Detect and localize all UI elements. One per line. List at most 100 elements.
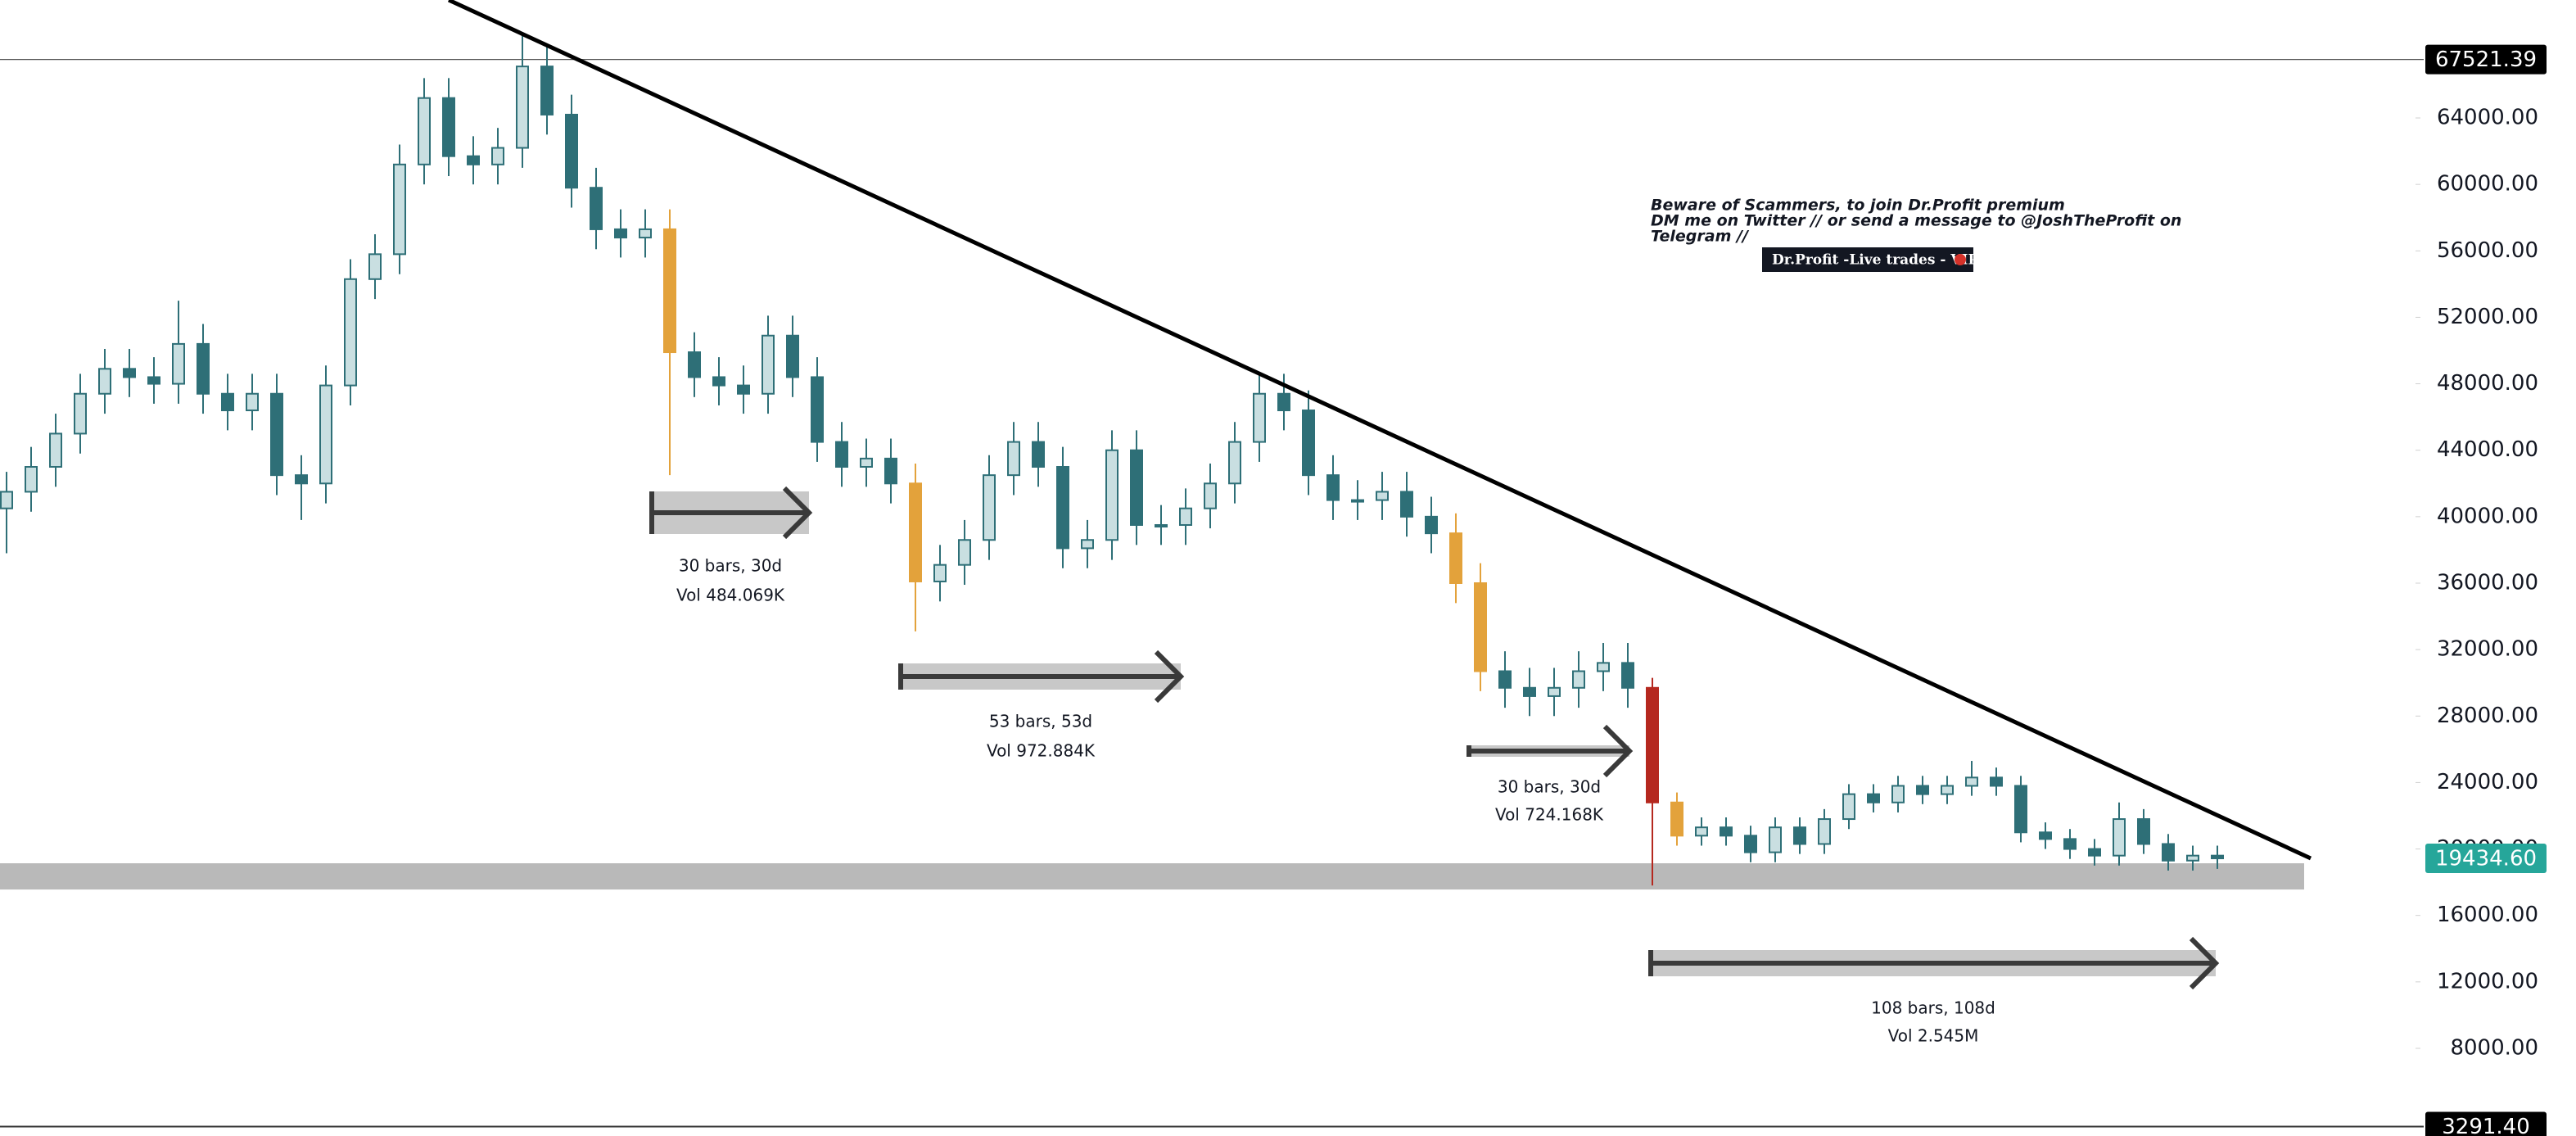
candle-body xyxy=(368,253,382,280)
candle-body xyxy=(1941,785,1954,795)
candle-body xyxy=(123,368,136,378)
candle-body xyxy=(1842,793,1855,821)
candle-body xyxy=(491,147,504,165)
measure-head xyxy=(2189,936,2220,990)
measure-bars: 30 bars, 30d xyxy=(679,556,782,576)
y-tick-label: 24000.00 xyxy=(2437,770,2538,794)
candle-body xyxy=(2211,854,2224,860)
candle-body xyxy=(909,482,922,582)
candle-body xyxy=(1302,410,1315,477)
candle-body xyxy=(1720,826,1733,837)
candle-body xyxy=(1400,491,1413,518)
candle-body xyxy=(933,563,947,582)
candle-body xyxy=(540,66,554,115)
candle-body xyxy=(1965,776,1978,787)
candle-body xyxy=(2063,838,2077,850)
candle-body xyxy=(147,376,160,385)
y-tick-label: 48000.00 xyxy=(2437,371,2538,396)
candle-body xyxy=(860,457,873,468)
candle-body xyxy=(1425,515,1438,535)
candle-body xyxy=(319,384,332,485)
candle-body xyxy=(712,376,725,387)
candle-body xyxy=(1990,776,2003,787)
candle-body xyxy=(983,474,996,541)
candle-body xyxy=(639,228,652,239)
candle-body xyxy=(786,334,799,378)
candle-body xyxy=(663,228,676,354)
candle-body xyxy=(1449,532,1462,584)
candle-body xyxy=(2088,848,2101,857)
candle-body xyxy=(1105,449,1119,541)
candle-body xyxy=(1277,392,1290,412)
candle-body xyxy=(1916,785,1929,795)
candle-body xyxy=(1572,670,1585,689)
candle-body xyxy=(1867,793,1880,803)
y-tick-label: 60000.00 xyxy=(2437,172,2538,197)
candle-body xyxy=(1228,441,1241,485)
price-line-label: 67521.39 xyxy=(2435,48,2537,72)
measure-bars: 108 bars, 108d xyxy=(1871,998,1995,1018)
last-price-label: 19434.60 xyxy=(2435,847,2537,871)
candle-body xyxy=(270,392,283,477)
candle-body xyxy=(1769,826,1782,853)
candle-body xyxy=(1523,686,1536,697)
measure-bars: 30 bars, 30d xyxy=(1498,777,1601,797)
candle-body xyxy=(2186,854,2199,862)
candle-body xyxy=(835,441,848,468)
note-line: Telegram // xyxy=(1651,228,1750,246)
button-icon xyxy=(1955,254,1966,265)
candle-body xyxy=(1376,491,1389,501)
candle-body xyxy=(590,187,603,230)
candle-body xyxy=(2113,818,2126,857)
candle-body xyxy=(565,113,578,189)
y-tick-label: 40000.00 xyxy=(2437,504,2538,528)
candle-body xyxy=(1056,466,1069,550)
support-zone xyxy=(0,862,2304,890)
candle-body xyxy=(246,392,259,412)
vip-button[interactable]: Dr.Profit -Live trades - VIP xyxy=(1762,247,1978,272)
crosshair-label: 3291.40 xyxy=(2442,1115,2530,1136)
last-price-label-bg xyxy=(2425,844,2547,874)
y-tick-label: 56000.00 xyxy=(2437,238,2538,263)
measure-head xyxy=(1154,649,1185,704)
candle-body xyxy=(1670,801,1683,837)
y-tick-label: 36000.00 xyxy=(2437,570,2538,595)
candle-body xyxy=(1818,818,1831,845)
candle-body xyxy=(1179,507,1192,526)
y-tick-label: 16000.00 xyxy=(2437,903,2538,927)
candle-body xyxy=(1793,826,1806,845)
measure-volume: Vol 972.884K xyxy=(987,741,1096,761)
measure-volume: Vol 484.069K xyxy=(676,586,785,605)
candle-body xyxy=(1498,670,1512,689)
candle-body xyxy=(2039,831,2052,840)
candle-body xyxy=(1744,835,1757,853)
y-tick-label: 64000.00 xyxy=(2437,106,2538,130)
y-tick-label: 28000.00 xyxy=(2437,704,2538,728)
candle-body xyxy=(1032,441,1045,468)
y-tick-label: 12000.00 xyxy=(2437,969,2538,993)
measure-head xyxy=(1602,724,1634,778)
candle-body xyxy=(2162,843,2175,862)
crosshair-label-bg xyxy=(2425,1111,2547,1136)
candle-body xyxy=(1351,499,1364,503)
candle-body xyxy=(344,278,357,387)
measure-head xyxy=(782,486,813,540)
candle-body xyxy=(442,97,455,157)
candle-body xyxy=(0,491,13,509)
candle-body xyxy=(1597,662,1610,672)
candle-body xyxy=(1621,662,1634,689)
measure-bars: 53 bars, 53d xyxy=(989,712,1092,731)
candle-body xyxy=(74,392,87,435)
candle-body xyxy=(1548,686,1561,697)
price-line-label-bg xyxy=(2425,44,2547,75)
button-bg xyxy=(1762,247,1973,272)
candle-body xyxy=(49,432,62,468)
y-tick-label: 8000.00 xyxy=(2450,1035,2538,1060)
candle-body xyxy=(1326,474,1340,501)
candle-body xyxy=(1474,582,1487,672)
candle-body xyxy=(25,466,38,493)
candle-body xyxy=(1695,826,1708,837)
candle-body xyxy=(98,368,111,395)
candle-body xyxy=(172,342,185,385)
